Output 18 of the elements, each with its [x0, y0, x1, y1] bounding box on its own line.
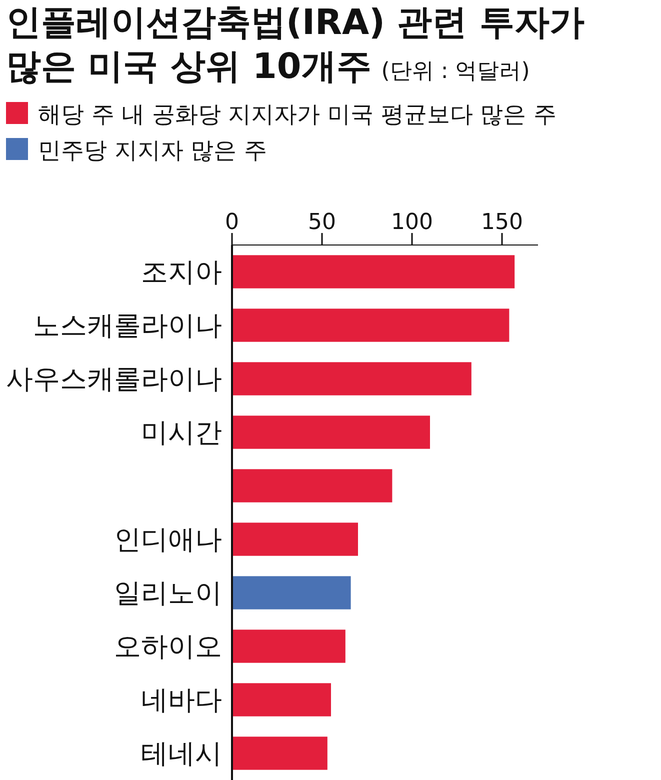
xtick: 100 [391, 210, 433, 235]
xtick: 0 [225, 210, 239, 235]
xtick: 150 [481, 210, 523, 235]
ytick: 일리노이 [114, 578, 222, 609]
ytick: 미시간 [141, 417, 222, 448]
xtick: 50 [308, 210, 336, 235]
ytick: 테네시 [141, 738, 222, 770]
ytick: 사우스캐롤라이나 [6, 364, 222, 395]
title: 많은 미국 상위 10개주 [6, 47, 372, 87]
ytick: 인디애나 [114, 524, 222, 556]
ytick: 오하이오 [114, 631, 222, 662]
ytick: 조지아 [141, 256, 222, 288]
subtitle: (단위 : 억달러) [381, 59, 530, 84]
ytick: 네바다 [141, 684, 222, 716]
legend-label: 해당 주 내 공화당 지지자가 미국 평균보다 많은 주 [38, 102, 556, 128]
title: 인플레이션감축법(IRA) 관련 투자가 [6, 3, 584, 43]
legend-label: 민주당 지지자 많은 주 [38, 138, 267, 164]
ytick: 노스캐롤라이나 [33, 310, 222, 342]
